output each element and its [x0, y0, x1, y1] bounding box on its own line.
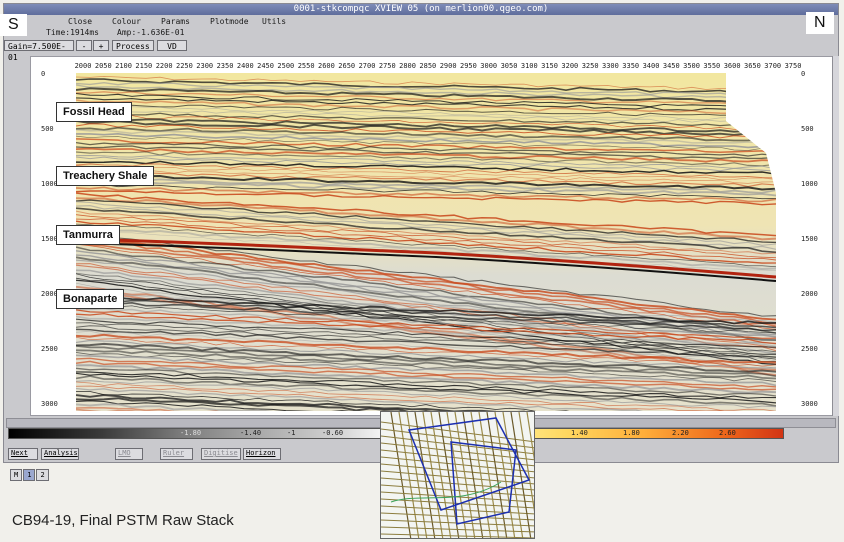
colorbar-label: -1	[287, 429, 296, 437]
y-tick-label: 0	[41, 70, 46, 78]
survey-grid-image	[381, 412, 534, 538]
amp-readout: Amp:-1.636E-01	[117, 28, 185, 37]
y-tick-label: 3000	[41, 400, 58, 408]
x-tick-label: 2250	[175, 62, 193, 70]
x-tick-label: 2200	[155, 62, 173, 70]
y-tick-label: 500	[801, 125, 814, 133]
x-tick-label: 2500	[277, 62, 295, 70]
y-tick-label: 1500	[801, 235, 818, 243]
colorbar-label: 2.60	[719, 429, 736, 437]
x-tick-label: 3250	[581, 62, 599, 70]
colorbar-label: -0.60	[322, 429, 344, 437]
north-label: N	[806, 12, 834, 34]
survey-map-inset	[380, 411, 535, 539]
x-tick-label: 3500	[683, 62, 700, 70]
x-tick-label: 3600	[723, 62, 741, 70]
x-tick-label: 3350	[622, 62, 640, 70]
y-tick-label: 2000	[41, 290, 58, 298]
figure-caption: CB94-19, Final PSTM Raw Stack	[12, 512, 234, 529]
gain-field[interactable]: Gain=7.500E-01	[4, 40, 74, 62]
south-label: S	[0, 14, 27, 36]
ruler-button[interactable]: Ruler	[160, 448, 193, 460]
x-tick-label: 2750	[378, 62, 396, 70]
x-tick-label: 2650	[338, 62, 356, 70]
x-tick-label: 3450	[662, 62, 680, 70]
x-tick-label: 2550	[297, 62, 315, 70]
info-bar: Time:1914ms Amp:-1.636E-01	[4, 28, 838, 39]
colorbar-label: 2.20	[672, 429, 689, 437]
colorbar-label: -1.80	[180, 429, 202, 437]
y-tick-label: 1500	[41, 235, 58, 243]
x-tick-label: 2150	[135, 62, 153, 70]
x-tick-label: 2450	[257, 62, 274, 70]
vertical-scrollbar[interactable]	[832, 56, 839, 416]
page-m[interactable]: M	[10, 469, 23, 481]
horizon-label-fossil-head: Fossil Head	[56, 102, 132, 122]
time-readout: Time:1914ms	[46, 28, 99, 37]
process-button[interactable]: Process	[112, 40, 154, 51]
next-button[interactable]: Next	[8, 448, 38, 460]
y-tick-label: 0	[801, 70, 806, 78]
x-tick-label: 2100	[115, 62, 132, 70]
x-tick-label: 2850	[419, 62, 437, 70]
menu-utils[interactable]: Utils	[262, 17, 287, 26]
x-tick-label: 2700	[358, 62, 376, 70]
y-tick-label: 2500	[801, 345, 818, 353]
x-tick-label: 2000	[74, 62, 92, 70]
horizon-button[interactable]: Horizon	[243, 448, 281, 460]
y-tick-label: 2000	[801, 290, 818, 298]
x-tick-label: 3750	[784, 62, 802, 70]
x-tick-label: 3300	[601, 62, 619, 70]
x-tick-label: 3150	[541, 62, 558, 70]
x-tick-label: 3650	[743, 62, 761, 70]
gain-increase-button[interactable]: +	[93, 40, 109, 51]
x-tick-label: 3000	[480, 62, 498, 70]
page-2[interactable]: 2	[36, 469, 49, 481]
menu-params[interactable]: Params	[161, 17, 190, 26]
window-title: 0001-stkcompqc XVIEW 05 (on merlion00.qg…	[4, 4, 838, 15]
x-tick-label: 3400	[642, 62, 660, 70]
seismic-plot[interactable]: 2000 2050 2100 2150 2200 2250 2300 2350 2400 2450…	[30, 56, 836, 416]
x-tick-label: 3050	[500, 62, 518, 70]
y-tick-label: 500	[41, 125, 54, 133]
y-tick-label: 2500	[41, 345, 58, 353]
y-tick-label: 1000	[801, 180, 818, 188]
x-tick-label: 2600	[317, 62, 335, 70]
x-tick-label: 2900	[439, 62, 457, 70]
x-tick-label: 2300	[196, 62, 214, 70]
x-tick-label: 2950	[459, 62, 477, 70]
x-tick-label: 2800	[399, 62, 416, 70]
colorbar-label: 1.40	[571, 429, 588, 437]
menu-plotmode[interactable]: Plotmode	[210, 17, 249, 26]
colorbar-label: 1.80	[623, 429, 640, 437]
page-1[interactable]: 1	[23, 469, 36, 481]
gain-decrease-button[interactable]: -	[76, 40, 92, 51]
horizon-label-tanmurra: Tanmurra	[56, 225, 120, 245]
x-tick-label: 3200	[561, 62, 579, 70]
lmo-button[interactable]: LMO	[115, 448, 143, 460]
seismic-section-image	[76, 73, 786, 411]
vd-button[interactable]: VD	[157, 40, 187, 51]
menu-close[interactable]: Close	[68, 17, 93, 26]
digitise-button[interactable]: Digitise	[201, 448, 241, 460]
menu-bar: Close Colour Params Plotmode Utils	[4, 15, 838, 28]
y-tick-label: 3000	[801, 400, 818, 408]
colorbar-label: -1.40	[240, 429, 262, 437]
x-tick-label: 2350	[216, 62, 234, 70]
x-tick-label: 3100	[520, 62, 538, 70]
menu-colour[interactable]: Colour	[112, 17, 141, 26]
x-tick-label: 2400	[236, 62, 254, 70]
horizon-label-treachery-shale: Treachery Shale	[56, 166, 155, 186]
analysis-button[interactable]: Analysis	[41, 448, 79, 460]
x-tick-label: 3550	[703, 62, 721, 70]
y-tick-label: 1000	[41, 180, 58, 188]
x-tick-label: 3700	[764, 62, 782, 70]
horizon-label-bonaparte: Bonaparte	[56, 289, 125, 309]
xview-window: 0001-stkcompqc XVIEW 05 (on merlion00.qg…	[3, 3, 839, 481]
x-tick-label: 2050	[94, 62, 112, 70]
